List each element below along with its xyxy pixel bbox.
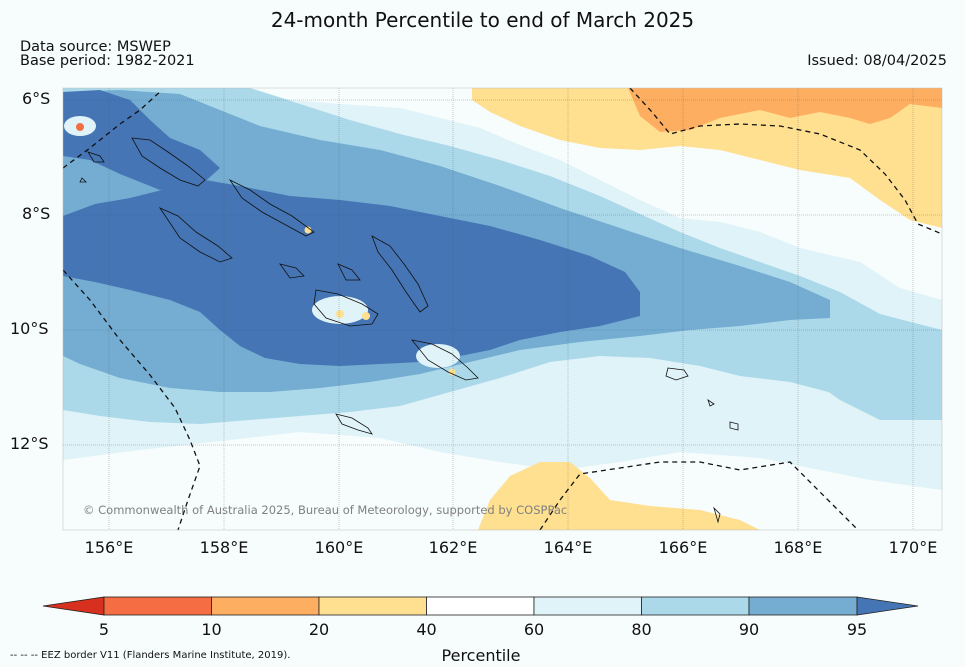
dry-spot-red <box>76 123 84 131</box>
island-russell <box>279 263 305 279</box>
island-small-6 <box>713 506 721 524</box>
lat-label: 12°S <box>10 434 49 453</box>
colorbar-segment-80-90 <box>641 596 750 616</box>
eez-borders <box>63 88 942 530</box>
colorbar-title: Percentile <box>441 646 521 665</box>
colorbar-segment-40-60 <box>426 596 535 616</box>
dry-spot <box>304 226 312 234</box>
lon-label: 160°E <box>314 538 364 557</box>
island-spot <box>416 344 460 368</box>
band-20-40-north <box>472 88 942 228</box>
island-malaita <box>411 339 479 381</box>
island-bougainville <box>131 137 206 187</box>
map-metadata: Data source: MSWEP Base period: 1982-202… <box>20 39 195 69</box>
island-small-4 <box>729 421 739 431</box>
dry-spot <box>448 368 456 376</box>
eez-border <box>63 269 201 530</box>
band-above-95-nw <box>63 90 220 190</box>
colorbar <box>42 596 919 616</box>
island-santa-isabel <box>371 235 429 313</box>
eez-border <box>63 89 163 169</box>
eez-note: -- -- -- EEZ border V11 (Flanders Marine… <box>10 650 291 661</box>
lat-label: 10°S <box>10 319 49 338</box>
colorbar-tick: 80 <box>631 620 652 639</box>
lon-label: 166°E <box>658 538 708 557</box>
dry-spot <box>336 310 344 318</box>
map-area <box>63 88 942 530</box>
colorbar-segment-90-95 <box>748 596 858 616</box>
island-makira <box>335 413 373 435</box>
band-80-90-east <box>770 320 942 420</box>
eez-border <box>539 461 859 530</box>
band-above-95 <box>63 180 640 366</box>
colorbar-tick: 10 <box>201 620 222 639</box>
copyright-credit: © Commonwealth of Australia 2025, Bureau… <box>83 503 568 517</box>
colorbar-segment-10-20 <box>211 596 320 616</box>
band-40-60-south <box>63 432 942 530</box>
lon-label: 168°E <box>773 538 823 557</box>
lon-label: 162°E <box>428 538 478 557</box>
lat-label: 8°S <box>22 204 51 223</box>
island-new-georgia <box>158 207 233 263</box>
colorbar-tick: 90 <box>738 620 760 639</box>
colorbar-tick: 5 <box>98 620 110 639</box>
island-small-3 <box>707 399 715 407</box>
eez-border <box>629 88 942 235</box>
island-rennell <box>87 151 105 163</box>
lon-label: 164°E <box>543 538 593 557</box>
band-20-40-south <box>478 462 760 530</box>
dry-spot <box>362 312 370 320</box>
data-source: Data source: MSWEP <box>20 39 171 55</box>
issued-date: Issued: 08/04/2025 <box>807 53 947 69</box>
colorbar-segment-20-40 <box>318 596 427 616</box>
lon-label: 158°E <box>199 538 249 557</box>
island-guadalcanal <box>313 289 379 327</box>
colorbar-tick: 20 <box>308 620 330 639</box>
lon-label: 170°E <box>888 538 938 557</box>
colorbar-segment-5-10 <box>103 596 212 616</box>
island-small-2 <box>665 367 689 381</box>
lat-label: 6°S <box>22 89 51 108</box>
gridlines <box>63 88 942 530</box>
coastlines <box>79 137 739 524</box>
band-10-20 <box>628 88 942 132</box>
lon-label: 156°E <box>84 538 134 557</box>
island-choiseul <box>228 178 315 237</box>
map-title: 24-month Percentile to end of March 2025 <box>270 8 695 32</box>
map-frame <box>62 87 943 531</box>
island-small-5 <box>79 177 87 183</box>
colorbar-tick: 60 <box>523 620 545 639</box>
colorbar-tick: 95 <box>846 620 868 639</box>
colorbar-extend-high <box>856 596 919 616</box>
colorbar-segment-60-80 <box>533 596 642 616</box>
island-small-1 <box>337 263 361 281</box>
colorbar-tick: 40 <box>416 620 437 639</box>
base-period: Base period: 1982-2021 <box>20 53 195 69</box>
colorbar-extend-low <box>42 596 105 616</box>
